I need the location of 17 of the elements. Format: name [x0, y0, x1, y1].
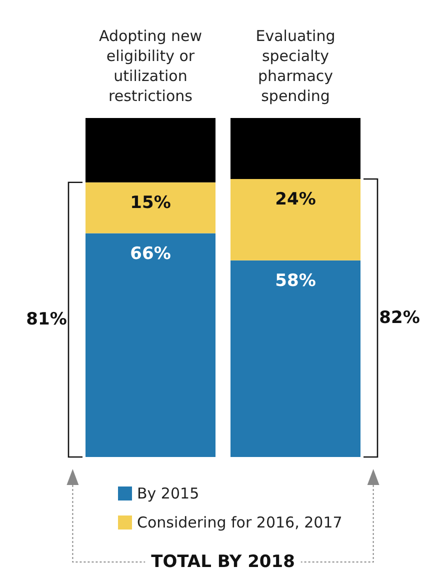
bar	[230, 118, 360, 180]
bar	[86, 233, 216, 457]
text: 82%	[379, 308, 420, 328]
x-tick-label: Evaluating specialty pharmacy spending	[256, 27, 336, 105]
x-tick-label: Adopting new eligibility or utilization restrictions	[98, 27, 202, 105]
bar	[230, 179, 360, 260]
data-label: 66%	[130, 244, 171, 264]
bar	[230, 260, 360, 457]
data-label: 24%	[275, 190, 316, 210]
bar	[86, 118, 216, 182]
text: 81%	[26, 310, 67, 330]
data-label: 58%	[275, 270, 316, 291]
data-label: 15%	[130, 192, 171, 213]
bar	[86, 182, 216, 234]
legend-label: Considering for 2016, 2017	[137, 514, 342, 532]
text: TOTAL BY 2018	[151, 552, 295, 572]
legend-label: By 2015	[137, 484, 200, 502]
